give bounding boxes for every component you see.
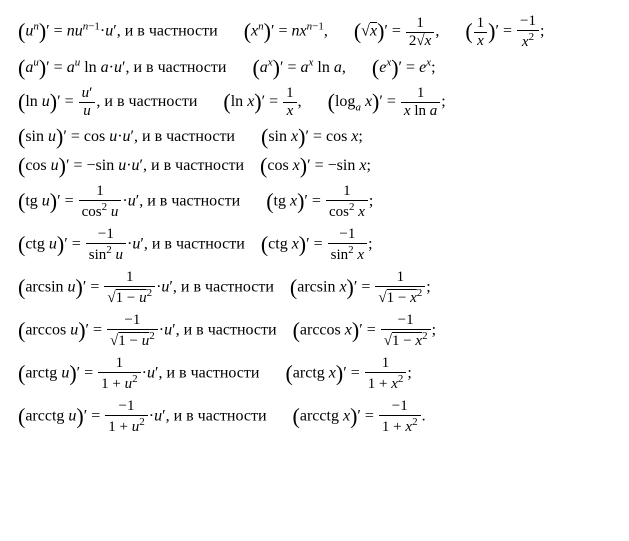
connector: , <box>117 23 121 40</box>
formula-row-arcsin: (arcsin u)′ = 1√1 − u2·u′, и в частности… <box>18 270 611 306</box>
formula-row-arcctg: (arcctg u)′ = −11 + u2·u′, и в частности… <box>18 399 611 435</box>
formula-row-ctg: (ctg u)′ = −1sin2 u·u′, и в частности (c… <box>18 227 611 263</box>
formula-row-arctg: (arctg u)′ = 11 + u2·u′, и в частности (… <box>18 356 611 392</box>
formula-row-cos: (cos u)′ = −sin u·u′, и в частности (cos… <box>18 155 611 177</box>
connector-text: и в частности <box>125 23 218 40</box>
formula-row-sin: (sin u)′ = cos u·u′, и в частности (sin … <box>18 126 611 148</box>
formula-row-ln: (ln u)′ = u′u, и в частности (ln x)′ = 1… <box>18 86 611 119</box>
formula-row-power: (un)′ = nun−1·u′, и в частности (xn)′ = … <box>18 14 611 50</box>
formula-row-tg: (tg u)′ = 1cos2 u·u′, и в частности (tg … <box>18 184 611 220</box>
formula-row-arccos: (arccos u)′ = −1√1 − u2·u′, и в частност… <box>18 313 611 349</box>
formula-row-exp-a: (au)′ = au ln a·u′, и в частности (ax)′ … <box>18 57 611 79</box>
